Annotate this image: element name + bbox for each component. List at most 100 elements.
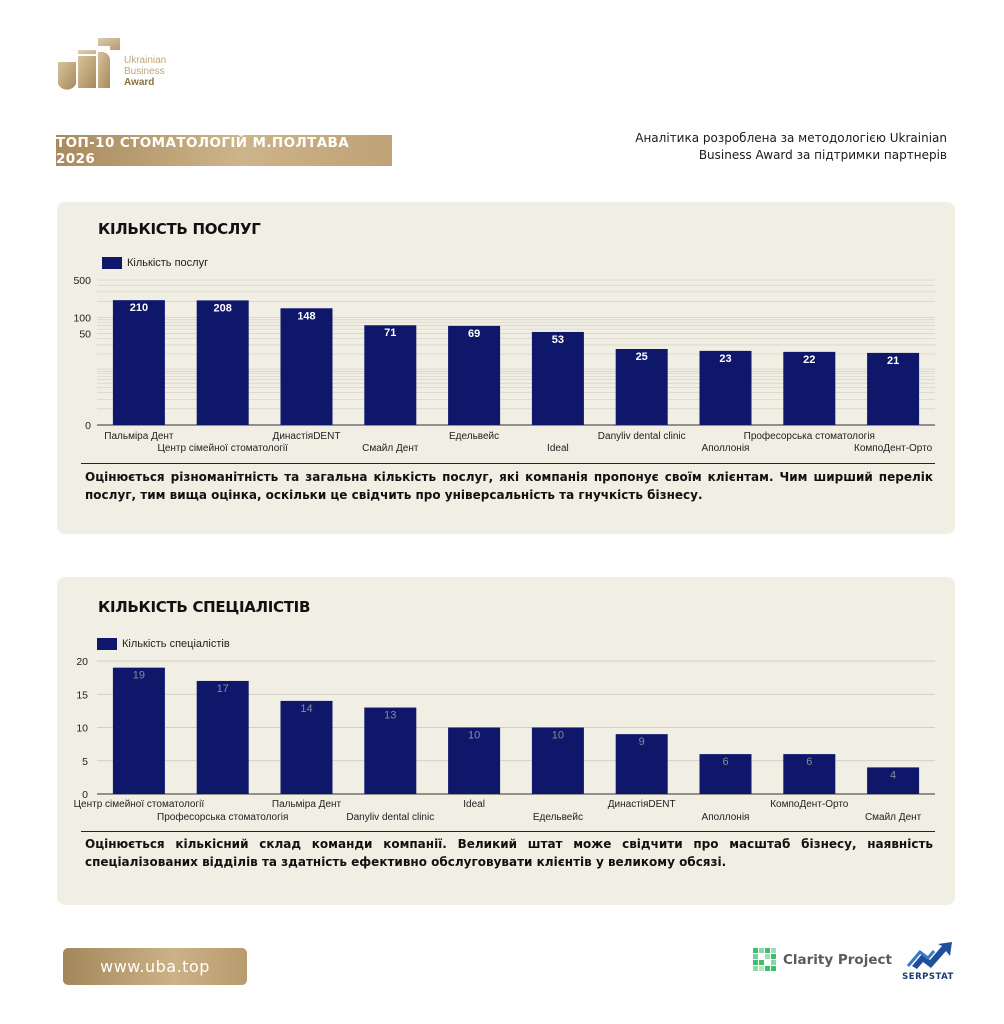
data-label: 10 [552, 730, 564, 742]
divider [81, 463, 935, 464]
clarity-project-logo: Clarity Project [753, 948, 892, 972]
logo-line-business: Business [124, 66, 165, 77]
y-tick-label: 20 [76, 656, 88, 668]
uba-logo [56, 36, 186, 94]
legend-swatch [102, 257, 122, 269]
y-tick-label: 10 [76, 723, 88, 735]
services-chart: 0 50 100 500 210 Пальміра Дент 208 Центр сімейн… [73, 275, 935, 454]
bar [783, 351, 836, 425]
clarity-project-icon [753, 948, 776, 971]
bar [783, 754, 836, 794]
data-label: 208 [214, 302, 232, 314]
category-label: Danyliv dental clinic [598, 431, 686, 442]
data-label: 53 [552, 334, 564, 346]
category-label: Смайл Дент [865, 812, 922, 823]
category-label: КомпоДент-Орто [854, 443, 933, 454]
category-label: Професорська стоматологія [744, 430, 875, 442]
services-legend: Кількість послуг [102, 257, 208, 269]
category-label: Професорська стоматологія [157, 811, 288, 823]
data-label: 6 [722, 756, 728, 768]
bar [531, 727, 584, 794]
data-label: 23 [719, 353, 731, 365]
category-label: Аполлонія [702, 443, 750, 454]
logo-line-ukrainian: Ukrainian [124, 55, 167, 66]
data-label: 148 [297, 310, 315, 322]
data-label: 19 [133, 670, 145, 682]
bar [867, 352, 920, 425]
y-tick-label: 0 [85, 420, 91, 432]
category-label: Едельвейс [449, 431, 499, 442]
data-label: 71 [384, 327, 396, 339]
bar [112, 667, 165, 794]
bar [699, 350, 752, 425]
page-title: ТОП-10 СТОМАТОЛОГІЙ М.ПОЛТАВА 2026 [56, 135, 392, 167]
analytics-line-1: Аналітика розроблена за методологією Ukr… [635, 131, 947, 145]
category-label: Смайл Дент [362, 443, 419, 454]
data-label: 210 [130, 302, 148, 314]
legend-label: Кількість спеціалістів [122, 638, 230, 650]
bar [699, 754, 752, 794]
analytics-line-2: Business Award за підтримки партнерів [698, 148, 947, 162]
legend-label: Кількість послуг [127, 257, 209, 269]
category-label: Пальміра Дент [272, 799, 342, 810]
category-label: Ideal [547, 443, 569, 454]
category-label: Едельвейс [533, 812, 583, 823]
category-label: ДинастіяDENT [273, 431, 341, 442]
category-label: ДинастіяDENT [608, 799, 676, 810]
category-label: Ideal [463, 799, 485, 810]
specialists-description: Оцінюється кількісний склад команди комп… [85, 837, 933, 869]
specialists-card: КІЛЬКІСТЬ СПЕЦІАЛІСТІВ Кількість спеціал… [57, 577, 955, 905]
specialists-chart-title: КІЛЬКІСТЬ СПЕЦІАЛІСТІВ [98, 598, 311, 616]
bar [615, 734, 668, 794]
services-description: Оцінюється різноманітність та загальна к… [85, 470, 933, 502]
bar [531, 331, 584, 425]
data-label: 4 [890, 769, 896, 781]
category-label: Danyliv dental clinic [346, 812, 434, 823]
category-label: Центр сімейної стоматології [74, 799, 205, 810]
analytics-note: Аналітика розроблена за методологією Ukr… [627, 130, 947, 164]
uba-logo-icon [58, 38, 120, 90]
data-label: 10 [468, 730, 480, 742]
category-label: Центр сімейної стоматології [157, 443, 288, 454]
serpstat-icon [906, 942, 952, 969]
website-link[interactable]: www.uba.top [63, 948, 247, 985]
data-label: 21 [887, 355, 899, 367]
divider [81, 831, 935, 832]
category-label: Пальміра Дент [104, 431, 174, 442]
bar [280, 700, 333, 794]
serpstat-label: SERPSTAT [902, 972, 954, 982]
data-label: 13 [384, 710, 396, 722]
category-label: Аполлонія [702, 812, 750, 823]
y-tick-label: 0 [82, 789, 88, 801]
y-tick-label: 500 [73, 275, 91, 287]
specialists-chart: 0 5 10 15 20 19 Центр сімейної стоматології 17 П… [74, 656, 935, 823]
legend-swatch [97, 638, 117, 650]
bar [280, 308, 333, 425]
bar [364, 707, 417, 794]
serpstat-logo: SERPSTAT [898, 938, 958, 982]
y-tick-label: 15 [76, 689, 88, 701]
bar [196, 300, 249, 425]
logo-text: Ukrainian Business Award [124, 55, 166, 88]
data-label: 9 [639, 736, 645, 748]
data-label: 17 [217, 683, 229, 695]
clarity-project-label: Clarity Project [783, 952, 892, 968]
specialists-legend: Кількість спеціалістів [97, 638, 230, 650]
category-label: КомпоДент-Орто [770, 799, 849, 810]
bar [196, 680, 249, 794]
services-chart-title: КІЛЬКІСТЬ ПОСЛУГ [98, 220, 261, 238]
data-label: 14 [300, 703, 312, 715]
bar [448, 325, 501, 425]
bar [867, 767, 920, 794]
logo-line-award: Award [124, 77, 155, 88]
y-tick-label: 50 [79, 328, 91, 340]
data-label: 25 [636, 351, 648, 363]
y-tick-label: 100 [73, 312, 91, 324]
bar [364, 325, 417, 425]
services-card: КІЛЬКІСТЬ ПОСЛУГ Кількість послуг 0 50 100… [57, 202, 955, 534]
y-tick-label: 5 [82, 756, 88, 768]
data-label: 6 [806, 756, 812, 768]
bar [615, 349, 668, 425]
data-label: 22 [803, 354, 815, 366]
bar [448, 727, 501, 794]
